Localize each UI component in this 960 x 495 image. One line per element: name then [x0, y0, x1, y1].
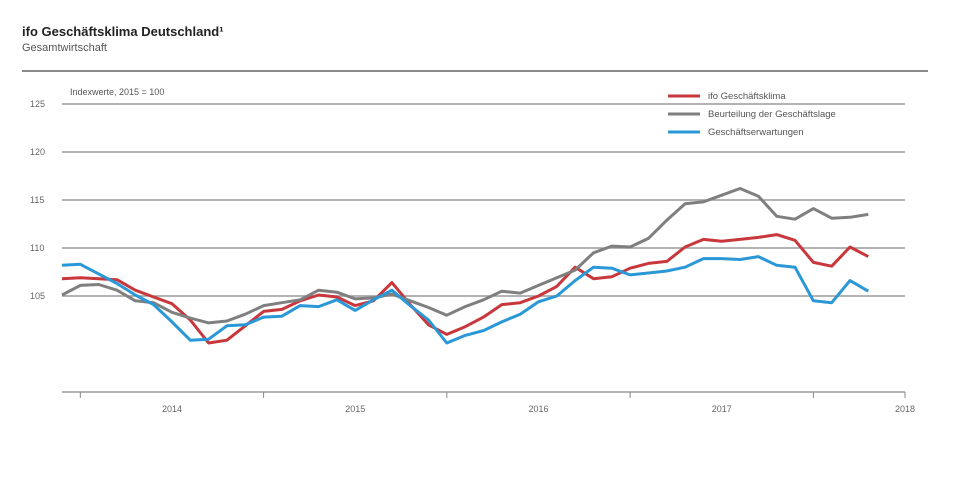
- series-line-2: [61, 187, 869, 325]
- header-rule: [22, 70, 928, 72]
- y-tick-label: 120: [30, 147, 45, 157]
- x-tick-label: 2015: [345, 404, 365, 414]
- x-tick-label: 2018: [895, 404, 915, 414]
- series-line-1: [61, 233, 869, 345]
- x-tick-label: 2017: [712, 404, 732, 414]
- legend: ifo Geschäftsklima Beurteilung der Geschä…: [668, 91, 836, 138]
- legend-label: Geschäftserwartungen: [708, 127, 804, 138]
- series-line-3: [61, 255, 870, 345]
- chart-subtitle: Gesamtwirtschaft: [22, 42, 107, 54]
- y-tick-label: 115: [30, 195, 44, 205]
- legend-label: ifo Geschäftsklima: [708, 91, 786, 102]
- x-tick-label: 2014: [162, 404, 182, 414]
- y-tick-label: 110: [30, 243, 44, 253]
- index-note: Indexwerte, 2015 = 100: [70, 87, 164, 97]
- chart-title: ifo Geschäftsklima Deutschland¹: [22, 24, 224, 39]
- y-tick-label: 125: [30, 99, 45, 109]
- y-tick-label: 105: [30, 291, 45, 301]
- legend-label: Beurteilung der Geschäftslage: [708, 109, 836, 120]
- x-tick-label: 2016: [528, 404, 548, 414]
